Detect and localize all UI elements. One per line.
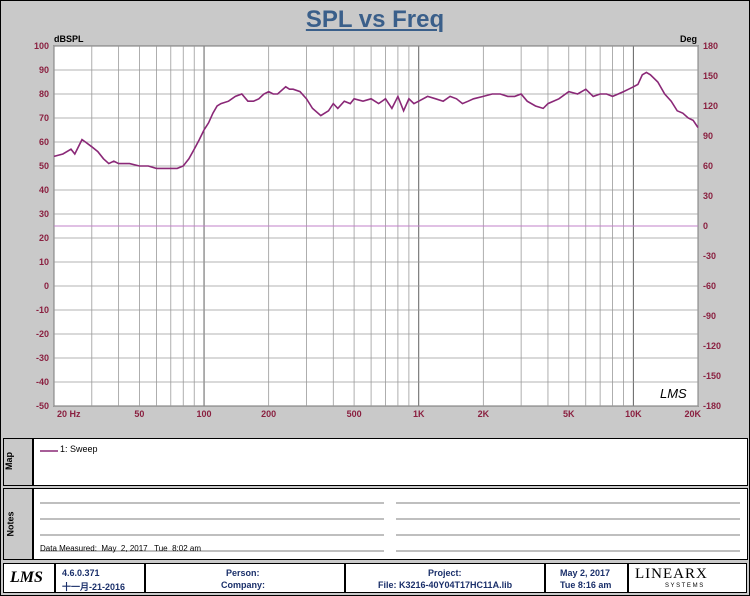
lms-watermark: LMS: [660, 386, 687, 401]
file-text: File: K3216-40Y04T17HC11A.lib: [378, 580, 513, 590]
x-tick-label: 500: [347, 409, 362, 419]
y2-tick-label: 0: [703, 221, 708, 231]
company-label: Company:: [221, 580, 266, 590]
footer-date-cell: May 2, 2017 Tue 8:16 am: [545, 563, 628, 593]
person-label: Person:: [226, 568, 260, 578]
notes-label: Notes: [5, 511, 16, 537]
y-tick-label: 30: [39, 209, 49, 219]
y-tick-label: -10: [36, 305, 49, 315]
y2-tick-label: -30: [703, 251, 716, 261]
y-tick-label: 70: [39, 113, 49, 123]
map-side-label: Map: [3, 438, 33, 486]
y2-tick-label: 180: [703, 41, 718, 51]
notes-side-label: Notes: [3, 488, 33, 560]
footer-brand-cell: LINEARX S Y S T E M S: [628, 563, 747, 593]
x-tick-label: 2K: [478, 409, 490, 419]
y-tick-label: 90: [39, 65, 49, 75]
footer-person-cell: Person: Company:: [145, 563, 345, 593]
y2-tick-label: 120: [703, 101, 718, 111]
y-axis-label: dBSPL: [54, 34, 84, 44]
y2-tick-label: -180: [703, 401, 721, 411]
y-tick-label: 100: [34, 41, 49, 51]
y2-tick-label: 30: [703, 191, 713, 201]
data-measured-text: Data Measured: May 2, 2017 Tue 8:02 am: [40, 544, 201, 553]
y-tick-label: 20: [39, 233, 49, 243]
notes-panel: Data Measured: May 2, 2017 Tue 8:02 am: [33, 488, 748, 560]
y-tick-label: 10: [39, 257, 49, 267]
y2-tick-label: -90: [703, 311, 716, 321]
x-tick-label: 100: [197, 409, 212, 419]
version-text: 4.6.0.371: [62, 568, 100, 578]
x-tick-label: 1K: [413, 409, 425, 419]
series-line-sweep: [53, 71, 699, 170]
brand-logo: LINEARX: [635, 566, 708, 582]
x-tick-label: 5K: [563, 409, 575, 419]
project-label: Project:: [428, 568, 462, 578]
y2-axis-label: Deg: [680, 34, 697, 44]
notes-lines: [40, 502, 740, 552]
y-tick-label: -30: [36, 353, 49, 363]
map-label: Map: [4, 452, 14, 470]
footer-time: Tue 8:16 am: [560, 580, 612, 590]
y2-tick-label: 90: [703, 131, 713, 141]
version-date-text: 十一月-21-2016: [62, 582, 126, 592]
y-tick-label: 0: [44, 281, 49, 291]
x-tick-label: 20 Hz: [57, 409, 81, 419]
y-tick-label: 50: [39, 161, 49, 171]
footer-logo-cell: LMS: [3, 563, 55, 593]
y-tick-label: -20: [36, 329, 49, 339]
y-tick-label: 60: [39, 137, 49, 147]
chart-title: SPL vs Freq: [305, 6, 445, 33]
y-tick-label: 80: [39, 89, 49, 99]
x-tick-label: 50: [134, 409, 144, 419]
footer-version-cell: 4.6.0.371 十一月-21-2016: [55, 563, 145, 593]
brand-sub: S Y S T E M S: [665, 583, 704, 589]
x-tick-label: 200: [261, 409, 276, 419]
y-tick-label: -40: [36, 377, 49, 387]
y2-tick-label: -60: [703, 281, 716, 291]
footer-project-cell: Project: File: K3216-40Y04T17HC11A.lib: [345, 563, 545, 593]
y-tick-label: 40: [39, 185, 49, 195]
legend-swatch: [40, 450, 58, 452]
footer-lms-logo: LMS: [10, 569, 43, 586]
y-tick-label: -50: [36, 401, 49, 411]
x-axis-ticks: 20 Hz 50 100 200 500 1K 2K 5K 10K 20K: [57, 409, 701, 419]
y2-axis-ticks: 180 150 120 90 60 30 0 -30 -60 -90 -120 -150 -180: [703, 41, 721, 411]
y2-tick-label: -120: [703, 341, 721, 351]
grid-lines: [53, 45, 699, 407]
footer-date: May 2, 2017: [560, 568, 611, 578]
y2-tick-label: 150: [703, 71, 718, 81]
x-tick-label: 10K: [625, 409, 642, 419]
map-panel: 1: Sweep: [33, 438, 748, 486]
y2-tick-label: 60: [703, 161, 713, 171]
x-tick-label: 20K: [684, 409, 701, 419]
y2-tick-label: -150: [703, 371, 721, 381]
legend-entry-sweep: 1: Sweep: [60, 444, 98, 454]
